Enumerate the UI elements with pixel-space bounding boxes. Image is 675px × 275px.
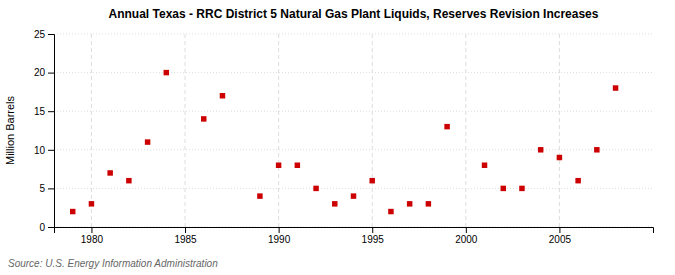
- point: [201, 116, 206, 121]
- point: [369, 178, 374, 183]
- point: [444, 124, 449, 129]
- point: [557, 155, 562, 160]
- grid-line-y: [54, 34, 653, 35]
- grid-line-x: [278, 34, 279, 227]
- point: [257, 193, 262, 198]
- x-tick: 1990: [268, 227, 291, 245]
- y-tick-label: 10: [34, 145, 46, 156]
- x-tick-label: 1980: [81, 234, 104, 245]
- point: [295, 163, 300, 168]
- y-tick-label: 25: [34, 29, 46, 40]
- x-tick-label: 2005: [549, 234, 572, 245]
- point: [407, 201, 412, 206]
- source: Source: U.S. Energy Information Administ…: [8, 258, 218, 269]
- x-tick-mark: [559, 227, 560, 233]
- y-tick-mark: [48, 150, 54, 151]
- x-tick: 1995: [362, 227, 385, 245]
- x-tick-label: 1985: [174, 234, 197, 245]
- point: [89, 201, 94, 206]
- point: [538, 147, 543, 152]
- grid-line-y: [54, 188, 653, 189]
- title: Annual Texas - RRC District 5 Natural Ga…: [109, 7, 599, 21]
- grid: [54, 34, 653, 227]
- y-tick-mark: [48, 73, 54, 74]
- y-tick: 5: [39, 183, 54, 194]
- grid-line-x: [372, 34, 373, 227]
- y-tick: 20: [34, 67, 54, 78]
- grid-line-y: [54, 72, 653, 73]
- x-tick-mark: [185, 227, 186, 233]
- point: [313, 186, 318, 191]
- point: [145, 139, 150, 144]
- grid-line-x: [559, 34, 560, 227]
- y-tick-mark: [48, 227, 54, 228]
- grid-line-x: [91, 34, 92, 227]
- y-tick-mark: [48, 111, 54, 112]
- x-tick: 2005: [549, 227, 572, 245]
- y-axis-title: Million Barrels: [4, 95, 16, 165]
- point: [332, 201, 337, 206]
- x-tick-mark: [91, 227, 92, 233]
- x-tick-label: 2000: [455, 234, 478, 245]
- y-tick-label: 5: [39, 183, 45, 194]
- point: [164, 70, 169, 75]
- point: [351, 193, 356, 198]
- point: [594, 147, 599, 152]
- x-tick-mark: [372, 227, 373, 233]
- y-tick: 0: [39, 222, 54, 233]
- x-tick-mark: [279, 227, 280, 233]
- point: [575, 178, 580, 183]
- point: [220, 93, 225, 98]
- y-axis-line: [48, 35, 55, 228]
- x-tick: 1985: [174, 227, 197, 245]
- x-tick-label: 1990: [268, 234, 291, 245]
- point: [501, 186, 506, 191]
- point: [482, 163, 487, 168]
- point: [519, 186, 524, 191]
- y-tick: 25: [34, 29, 54, 40]
- y-tick-mark: [48, 34, 54, 35]
- y-tick-label: 15: [34, 106, 46, 117]
- x-tick-mark: [466, 227, 467, 233]
- point: [70, 209, 75, 214]
- x-tick: 2000: [455, 227, 478, 245]
- y-tick: 15: [34, 106, 54, 117]
- x-tick: 1980: [81, 227, 104, 245]
- y-tick: 10: [34, 145, 54, 156]
- grid-line-x: [465, 34, 466, 227]
- y-axis: 0 5 10 15 20 25: [34, 29, 55, 233]
- y-tick-label: 20: [34, 67, 46, 78]
- x-axis-line: [55, 228, 654, 234]
- y-tick-mark: [48, 188, 54, 189]
- point: [388, 209, 393, 214]
- grid-line-y: [54, 111, 653, 112]
- point: [613, 85, 618, 90]
- point: [426, 201, 431, 206]
- grid-line-y: [54, 149, 653, 150]
- point: [126, 178, 131, 183]
- x-axis: 1980 1985 1990 1995 2000 2005: [55, 227, 654, 245]
- y-tick-label: 0: [39, 222, 45, 233]
- chart: 1980 1985 1990 1995 2000 2005 0 5 10 15 20 25 Annual…: [0, 0, 675, 275]
- grid-line-x: [185, 34, 186, 227]
- x-tick-label: 1995: [362, 234, 385, 245]
- point: [276, 163, 281, 168]
- point: [107, 170, 112, 175]
- plot-area: [70, 70, 618, 214]
